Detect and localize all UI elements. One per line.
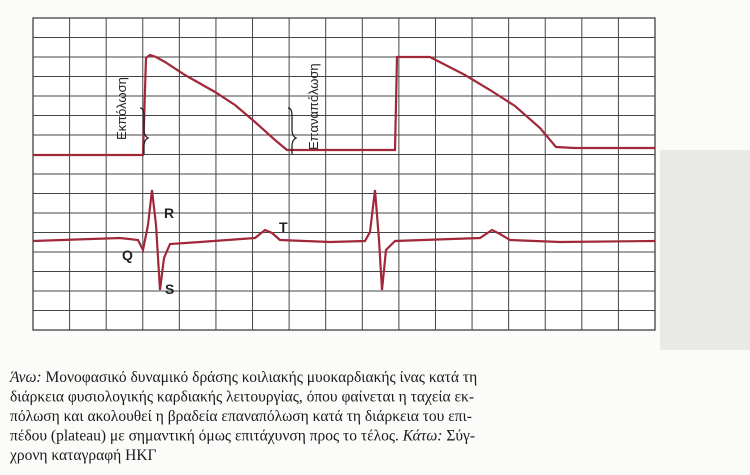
caption-line: Άνω: Μονοφασικό δυναμικό δράσης κοιλιακή… <box>9 369 477 386</box>
action-potential-trace <box>33 53 655 157</box>
ecg-trace <box>32 189 656 291</box>
scan-shade <box>660 150 750 350</box>
repolarization-label: Επαναπόλωση <box>306 63 321 150</box>
t-wave-label: T <box>279 219 288 235</box>
caption-line: πόλωση και ακολουθεί η βραδεία επαναπόλω… <box>10 408 472 425</box>
brace <box>139 107 150 154</box>
caption-text: Σύγ- <box>442 428 475 445</box>
caption-line: πέδου (plateau) με σημαντική όμως επιτάχ… <box>10 428 475 445</box>
s-wave-label: S <box>165 281 174 297</box>
caption: Άνω: Μονοφασικό δυναμικό δράσης κοιλιακή… <box>9 369 477 464</box>
caption-text: Κάτω: <box>402 428 443 445</box>
caption-line: χρονη καταγραφή ΗΚΓ <box>9 447 157 464</box>
caption-text: Άνω: <box>9 369 42 386</box>
brace <box>287 107 298 154</box>
caption-text: διάρκεια φυσιολογικής καρδιακής λειτουργ… <box>10 389 474 406</box>
caption-text: πόλωση και ακολουθεί η βραδεία επαναπόλω… <box>10 408 472 425</box>
grid <box>33 18 655 330</box>
caption-text: πέδου (plateau) με σημαντική όμως επιτάχ… <box>10 428 403 445</box>
q-wave-label: Q <box>122 247 133 263</box>
caption-text: Μονοφασικό δυναμικό δράσης κοιλιακής μυο… <box>42 369 478 386</box>
caption-text: χρονη καταγραφή ΗΚΓ <box>9 447 157 464</box>
caption-line: διάρκεια φυσιολογικής καρδιακής λειτουργ… <box>10 389 474 406</box>
depolarization-label: Εκπόλωση <box>114 77 129 140</box>
r-wave-label: R <box>164 205 174 221</box>
